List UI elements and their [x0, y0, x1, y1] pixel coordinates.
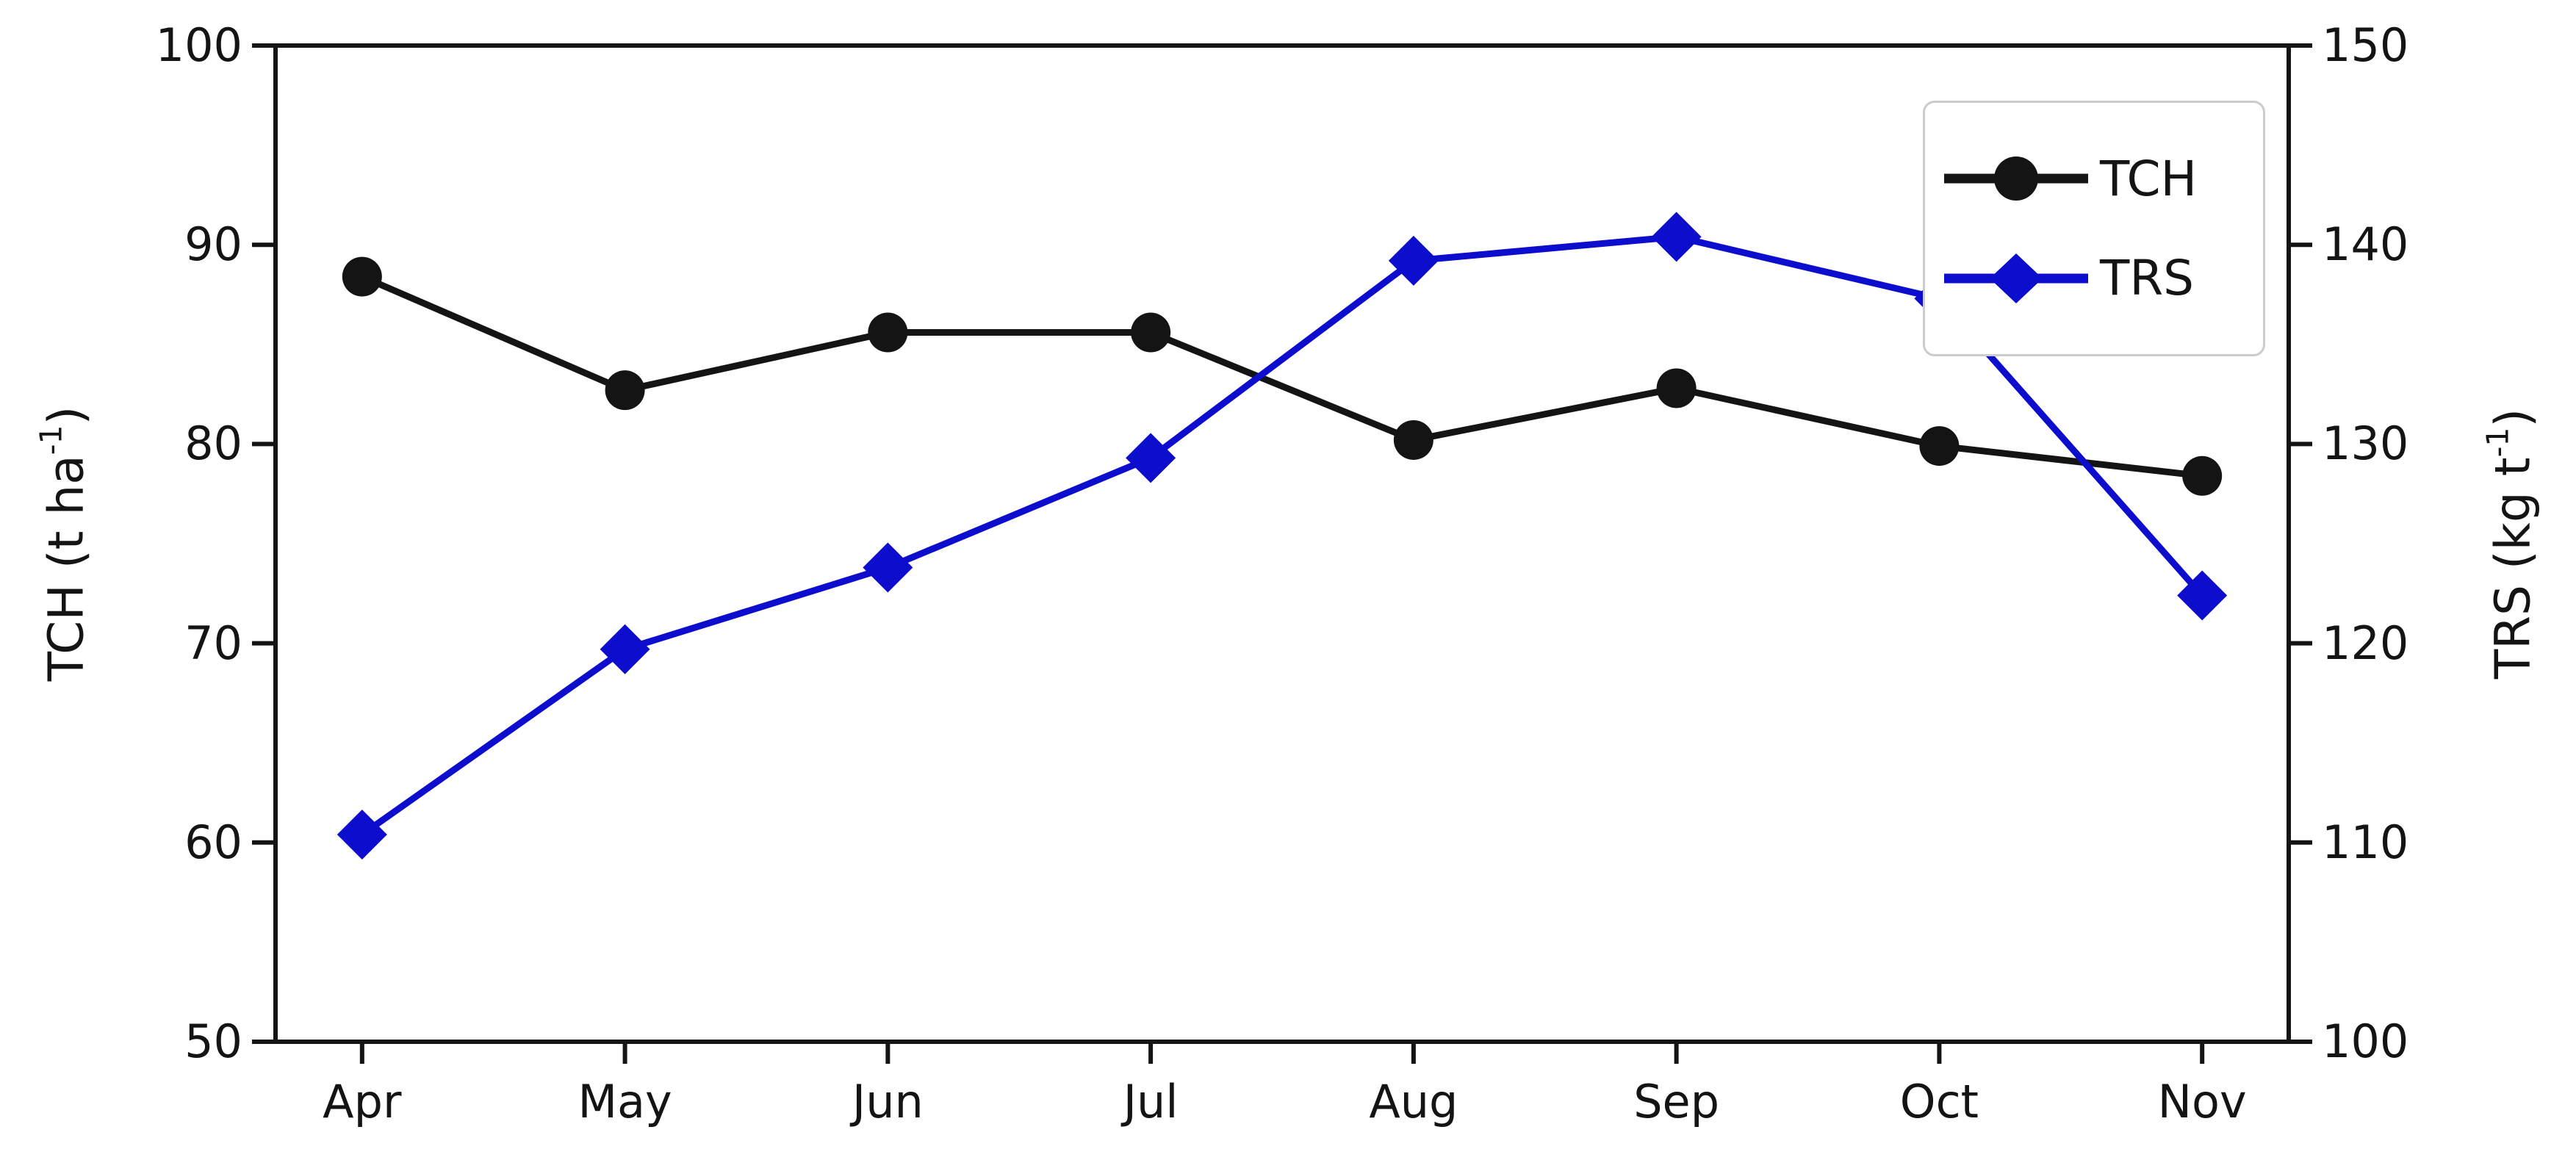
legend-label-tch: TCH	[2100, 150, 2198, 207]
data-point-trs	[1651, 212, 1702, 262]
right-y-tick-label: 120	[2322, 616, 2409, 670]
data-point-tch	[1393, 419, 1433, 460]
left-y-tick-label: 60	[184, 815, 242, 869]
legend-circle-marker	[1994, 156, 2038, 201]
right-y-tick-label: 140	[2322, 217, 2409, 272]
legend-diamond-marker	[1990, 253, 2043, 303]
x-tick-label: Jul	[1123, 1075, 1179, 1128]
data-point-trs	[600, 624, 650, 674]
plot-box-spines	[273, 43, 2291, 1044]
data-point-trs	[1126, 433, 1176, 483]
right-y-tick-label: 100	[2322, 1015, 2409, 1068]
legend: TCH TRS	[1923, 101, 2265, 356]
left-y-tick-label: 100	[155, 18, 242, 72]
data-point-tch	[2182, 455, 2223, 496]
left-y-tick-label: 90	[184, 217, 242, 272]
right-y-tick-label: 110	[2322, 815, 2409, 869]
x-tick-label: Oct	[1899, 1075, 1979, 1128]
data-point-tch	[1656, 368, 1697, 408]
diamond-marker-sample-icon	[1944, 253, 2088, 303]
left-y-tick-label: 70	[184, 616, 242, 670]
series-line-trs	[360, 233, 2205, 838]
data-point-trs	[1388, 235, 1439, 286]
left-y-tick-label: 80	[184, 417, 242, 471]
circle-marker-sample-icon	[1944, 156, 2088, 201]
x-tick-label: May	[578, 1075, 672, 1128]
right-y-tick-label: 130	[2322, 417, 2409, 471]
right-y-axis-title-close: )	[2484, 408, 2541, 428]
left-y-tick-label: 50	[184, 1015, 242, 1068]
x-tick-label: Nov	[2157, 1075, 2247, 1128]
right-y-axis-title: TRS (kg t-1)	[2480, 408, 2541, 680]
data-point-tch	[605, 370, 645, 411]
x-tick-label: Aug	[1369, 1075, 1458, 1128]
x-tick-label: Apr	[323, 1075, 402, 1128]
data-point-tch	[868, 312, 908, 353]
legend-label-trs: TRS	[2100, 250, 2195, 307]
data-point-trs	[2177, 570, 2228, 621]
data-point-trs	[863, 542, 913, 593]
legend-item-trs: TRS	[1943, 248, 2245, 309]
data-point-tch	[1131, 312, 1171, 353]
legend-item-tch: TCH	[1943, 148, 2245, 209]
data-point-tch	[1919, 426, 1960, 467]
x-tick-label: Sep	[1633, 1075, 1720, 1128]
data-point-trs	[337, 809, 387, 860]
data-point-tch	[342, 256, 382, 297]
series-line-tch	[361, 273, 2203, 480]
left-y-axis-title-superscript: -1	[33, 425, 69, 455]
x-tick-label: Jun	[852, 1075, 924, 1128]
right-y-axis-title-text: TRS (kg t	[2484, 457, 2541, 680]
right-y-tick-label: 150	[2322, 18, 2409, 72]
